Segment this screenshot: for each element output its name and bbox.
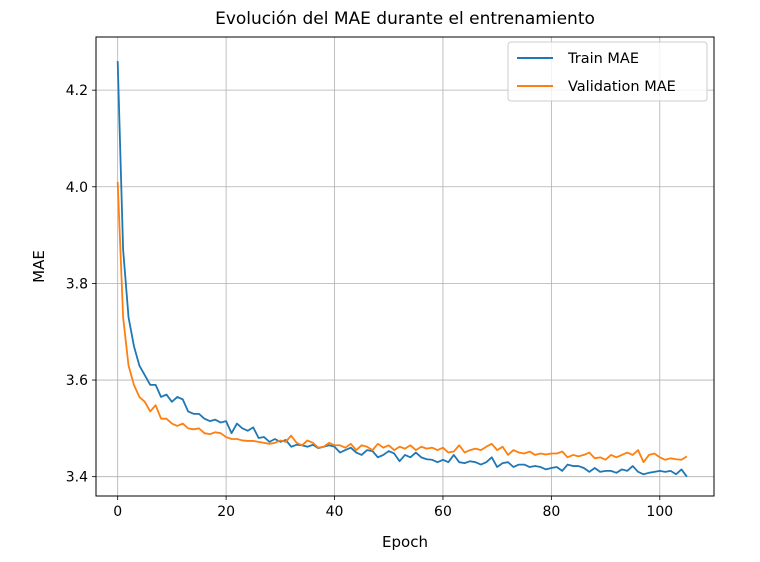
series-lines xyxy=(116,61,688,478)
x-tick-label: 20 xyxy=(217,504,235,520)
y-tick-label: 4.0 xyxy=(66,180,88,196)
x-tick-label: 60 xyxy=(434,504,452,520)
legend: Train MAE Validation MAE xyxy=(507,41,708,102)
legend-box xyxy=(507,41,708,102)
validation-mae-line xyxy=(116,181,688,464)
x-axis-label: Epoch xyxy=(382,533,428,551)
chart-title: Evolución del MAE durante el entrenamien… xyxy=(215,9,595,29)
plot-background xyxy=(96,37,714,496)
x-tick-label: 100 xyxy=(646,504,673,520)
y-axis-ticks: 3.4 3.6 3.8 4.0 4.2 xyxy=(66,83,96,486)
legend-label-validation: Validation MAE xyxy=(568,79,676,95)
y-tick-label: 3.8 xyxy=(66,276,88,292)
legend-label-train: Train MAE xyxy=(567,51,639,67)
y-tick-label: 3.6 xyxy=(66,373,88,389)
y-axis-label: MAE xyxy=(30,250,48,283)
y-tick-label: 4.2 xyxy=(66,83,88,99)
plot-frame xyxy=(95,36,715,497)
x-tick-label: 40 xyxy=(326,504,344,520)
x-tick-label: 80 xyxy=(542,504,560,520)
x-axis-ticks: 0 20 40 60 80 100 xyxy=(113,496,673,520)
plot-area xyxy=(95,36,715,497)
y-tick-label: 3.4 xyxy=(66,470,88,486)
train-mae-line xyxy=(116,61,688,478)
x-tick-label: 0 xyxy=(113,504,122,520)
